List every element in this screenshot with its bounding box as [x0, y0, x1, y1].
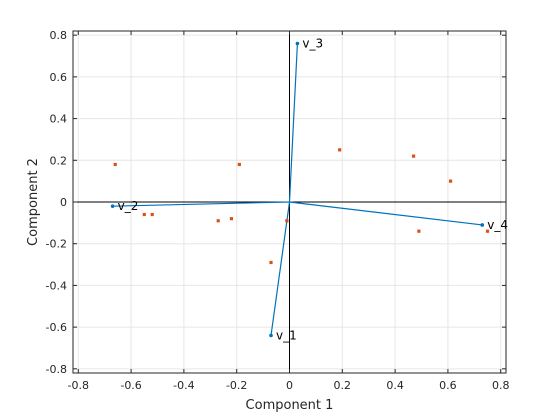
- vector-tip-1: [269, 333, 273, 338]
- x-axis-title: Component 1: [246, 398, 334, 413]
- score-point-10: [285, 219, 289, 223]
- y-tick-label-8: 0.8: [50, 29, 68, 42]
- y-tick-label-6: 0.4: [50, 113, 68, 126]
- x-tick-label-4: 0: [286, 379, 293, 392]
- vector-label-1: v_1: [276, 328, 297, 342]
- x-tick-label-6: 0.4: [386, 379, 404, 392]
- y-axis-title: Component 2: [26, 158, 41, 246]
- vector-line-3: [288, 43, 299, 203]
- score-point-9: [229, 217, 234, 221]
- y-tick-label-0: -0.8: [46, 363, 67, 376]
- tick-labels: -0.8 -0.6 -0.4 -0.2 0 0.2 0.4 0.6 0.8 -0.8 -0.6 -0.…: [46, 29, 510, 392]
- vector-tip-2: [110, 204, 115, 208]
- vector-line-2: [112, 201, 290, 207]
- score-point-7: [150, 212, 154, 217]
- score-point-3: [338, 148, 342, 152]
- loading-vectors: v_1 v_2 v_3 v_4: [110, 37, 508, 342]
- x-tick-label-0: -0.8: [68, 379, 89, 392]
- score-points: [113, 148, 490, 265]
- x-tick-label-3: -0.2: [226, 379, 247, 392]
- y-tick-label-1: -0.6: [46, 321, 67, 334]
- vector-label-3: v_3: [302, 37, 323, 51]
- score-point-2: [237, 162, 241, 167]
- x-tick-label-8: 0.8: [492, 379, 510, 392]
- vector-tip-3: [295, 41, 300, 46]
- score-point-11: [269, 260, 273, 265]
- score-point-13: [485, 229, 490, 233]
- vector-label-2: v_2: [118, 199, 139, 213]
- x-tick-label-1: -0.6: [120, 379, 141, 392]
- axes-box: [72, 30, 507, 374]
- score-point-8: [216, 219, 220, 223]
- y-tick-label-4: 0: [60, 196, 67, 209]
- x-tick-label-2: -0.4: [173, 379, 194, 392]
- y-tick-label-3: -0.2: [46, 238, 67, 251]
- score-point-12: [417, 229, 421, 233]
- y-tick-label-2: -0.4: [46, 279, 67, 292]
- score-point-4: [411, 154, 416, 158]
- y-tick-label-5: 0.2: [50, 154, 68, 167]
- y-tick-label-7: 0.6: [50, 71, 68, 84]
- x-tick-label-5: 0.2: [334, 379, 352, 392]
- vector-line-4: [289, 201, 483, 226]
- vector-tip-4: [480, 223, 485, 227]
- vector-line-1: [270, 201, 291, 336]
- score-point-6: [142, 212, 146, 217]
- x-tick-label-7: 0.6: [439, 379, 457, 392]
- score-point-1: [113, 162, 117, 167]
- vector-label-4: v_4: [487, 218, 508, 232]
- score-point-5: [448, 179, 453, 183]
